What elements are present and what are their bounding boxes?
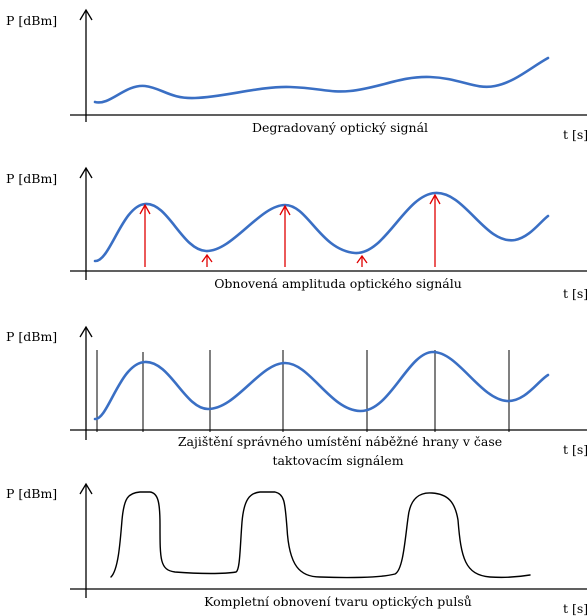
panel-degraded-signal: P [dBm] Degradovaný optický signál t [s] bbox=[6, 8, 587, 142]
y-axis-label: P [dBm] bbox=[6, 171, 57, 186]
panel-pulse-reshaping: P [dBm] Kompletní obnovení tvaru optický… bbox=[6, 482, 587, 616]
arrow-up-icon bbox=[139, 203, 151, 215]
y-axis-arrow-icon bbox=[79, 8, 93, 21]
arrow-up-icon bbox=[279, 204, 291, 216]
y-axis-arrow-icon bbox=[79, 325, 93, 338]
x-axis-label: t [s] bbox=[563, 127, 587, 142]
x-axis-label: t [s] bbox=[563, 286, 587, 301]
arrow-up-icon bbox=[356, 254, 368, 264]
y-axis-arrow-icon bbox=[79, 482, 93, 495]
caption-line-1: Kompletní obnovení tvaru optických pulsů bbox=[204, 594, 472, 609]
panel-clock-retiming: P [dBm] Zajištění správného umístění náb… bbox=[6, 325, 587, 468]
clock-edge-lines bbox=[96, 350, 510, 432]
restored-amplitude-curve bbox=[93, 191, 550, 263]
y-axis-label: P [dBm] bbox=[6, 486, 57, 501]
caption-line-1: Degradovaný optický signál bbox=[252, 120, 428, 135]
caption-line-1: Zajištění správného umístění náběžné hra… bbox=[178, 434, 502, 449]
caption-line-1: Obnovená amplituda optického signálu bbox=[214, 276, 462, 291]
restored-pulse-train bbox=[110, 491, 531, 579]
y-axis-arrow-icon bbox=[79, 166, 93, 179]
arrow-up-icon bbox=[201, 253, 213, 263]
retimed-signal-curve bbox=[93, 350, 550, 421]
x-axis-label: t [s] bbox=[563, 442, 587, 457]
y-axis-label: P [dBm] bbox=[6, 329, 57, 344]
degraded-signal-curve bbox=[93, 56, 550, 104]
panel-restored-amplitude: P [dBm] Obnovená amplituda optického sig… bbox=[6, 166, 587, 301]
y-axis-label: P [dBm] bbox=[6, 13, 57, 28]
amplitude-arrows bbox=[139, 193, 441, 267]
x-axis-label: t [s] bbox=[563, 601, 587, 616]
caption-line-2: taktovacím signálem bbox=[272, 453, 403, 468]
arrow-up-icon bbox=[429, 193, 441, 205]
